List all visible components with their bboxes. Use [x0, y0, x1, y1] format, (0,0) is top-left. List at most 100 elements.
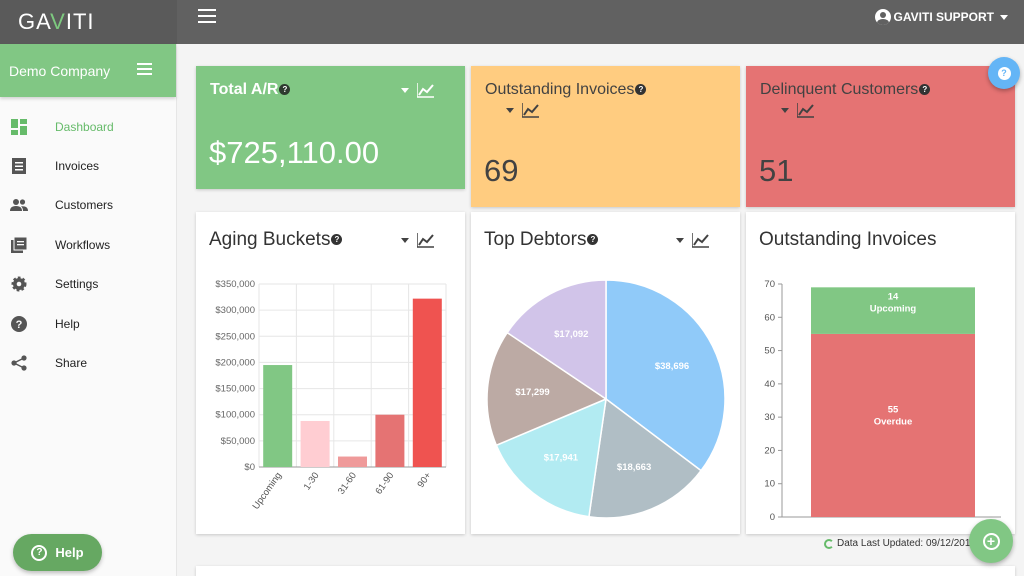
top-debtors-title: Top Debtors?	[484, 229, 599, 251]
help-circle-icon: ?	[31, 544, 48, 561]
refresh-icon[interactable]	[824, 538, 834, 549]
list-icon[interactable]	[137, 63, 152, 75]
outstanding-invoices-card: Outstanding Invoices? 69	[471, 66, 740, 207]
stack-segment-upcoming	[811, 287, 975, 334]
info-icon[interactable]: ?	[919, 84, 931, 96]
card-tools	[676, 233, 710, 248]
outstanding-invoices-value: 69	[484, 153, 519, 188]
delinquent-customers-card: Delinquent Customers? 51	[746, 66, 1015, 207]
y-tick-label: $0	[244, 462, 255, 473]
trend-chart-icon[interactable]	[522, 103, 540, 118]
info-icon[interactable]: ?	[587, 234, 599, 246]
y-tick-label: 0	[770, 512, 775, 523]
menu-icon[interactable]	[198, 9, 216, 23]
y-tick-label: $300,000	[215, 305, 255, 316]
next-card	[196, 566, 1015, 576]
pie-slice	[506, 279, 607, 401]
outstanding-invoices-chart-title: Outstanding Invoices	[759, 229, 937, 250]
card-tools	[506, 103, 540, 118]
y-tick-label: $150,000	[215, 384, 255, 395]
bar-90+	[412, 298, 442, 467]
trend-chart-icon[interactable]	[797, 103, 815, 118]
add-fab-button[interactable]: +	[969, 519, 1013, 563]
pie-label: $18,663	[617, 462, 651, 473]
customers-icon	[10, 196, 28, 214]
x-tick-label: 90+	[415, 470, 434, 490]
brand-zone: GAVITI	[0, 0, 177, 44]
help-float-button[interactable]: ?	[988, 57, 1020, 89]
sidebar-item-invoices[interactable]: Invoices	[0, 146, 176, 185]
sidebar-item-help[interactable]: ? Help	[0, 304, 176, 343]
delinquent-customers-title: Delinquent Customers?	[760, 81, 931, 99]
dropdown-caret-icon[interactable]	[781, 108, 789, 113]
dropdown-caret-icon[interactable]	[676, 238, 684, 243]
card-tools	[401, 83, 435, 98]
top-debtors-chart[interactable]: $38,696 $18,663 $17,941 $17,299 $17,092	[471, 212, 740, 534]
y-tick-label: $200,000	[215, 357, 255, 368]
aging-buckets-chart[interactable]: $0 $50,000 $100,000 $150,000 $200,000 $250,00…	[196, 212, 465, 534]
pie-label: $17,299	[515, 387, 549, 398]
y-tick-label: 40	[764, 379, 775, 390]
bar-Upcoming	[263, 365, 293, 467]
company-selector[interactable]: Demo Company	[0, 44, 176, 97]
aging-buckets-title: Aging Buckets?	[209, 229, 343, 251]
sidebar-item-workflows[interactable]: Workflows	[0, 225, 176, 264]
pie-slice	[605, 279, 726, 472]
chevron-down-icon	[1000, 14, 1008, 20]
sidebar: Demo Company Dashboard Invoices Customer…	[0, 44, 177, 576]
sidebar-nav: Dashboard Invoices Customers Workflows S…	[0, 107, 176, 383]
account-circle-icon	[874, 9, 891, 25]
pie-slice	[495, 397, 607, 518]
card-tools	[781, 103, 815, 118]
top-debtors-card: Top Debtors? $38,696 $18,663 $17,941 $17,29…	[471, 212, 740, 534]
y-tick-label: $50,000	[221, 436, 255, 447]
sidebar-item-settings[interactable]: Settings	[0, 265, 176, 304]
info-icon[interactable]: ?	[279, 84, 291, 96]
pie-label: $17,941	[544, 452, 579, 463]
bar-61-90	[375, 414, 405, 467]
total-ar-card: Total A/R? $725,110.00	[196, 66, 465, 189]
user-name: GAVITI SUPPORT	[893, 10, 994, 24]
stack-segment-overdue	[811, 333, 975, 517]
pie-slice	[486, 331, 608, 447]
y-tick-label: 10	[764, 479, 775, 490]
invoices-icon	[10, 157, 28, 175]
pie-slice	[588, 397, 703, 519]
data-last-updated: Data Last Updated: 09/12/201	[824, 538, 970, 549]
dropdown-caret-icon[interactable]	[401, 238, 409, 243]
outstanding-invoices-chart-card: Outstanding Invoices 0 10 20 30 40 50 60 70 55 Ov…	[746, 212, 1015, 534]
share-icon	[10, 354, 28, 372]
card-tools	[401, 233, 435, 248]
y-tick-label: 50	[764, 346, 775, 357]
pie-label: $17,092	[554, 329, 588, 340]
help-icon: ?	[10, 315, 28, 333]
company-name: Demo Company	[9, 62, 111, 79]
y-tick-label: $350,000	[215, 279, 255, 290]
bar-31-60	[338, 456, 367, 467]
sidebar-item-customers[interactable]: Customers	[0, 186, 176, 225]
trend-chart-icon[interactable]	[692, 233, 710, 248]
gaviti-logo[interactable]: GAVITI	[18, 9, 95, 34]
trend-chart-icon[interactable]	[417, 233, 435, 248]
pie-label: $38,696	[655, 361, 689, 372]
stack-value-label: 14	[888, 291, 899, 302]
delinquent-customers-value: 51	[759, 153, 794, 188]
dashboard-icon	[10, 118, 28, 136]
top-bar: GAVITI GAVITI SUPPORT	[0, 0, 1024, 44]
stack-value-label: 55	[888, 404, 899, 415]
sidebar-item-share[interactable]: Share	[0, 343, 176, 382]
stack-name-label: Overdue	[874, 416, 913, 427]
info-icon[interactable]: ?	[635, 84, 647, 96]
stack-name-label: Upcoming	[870, 303, 917, 314]
total-ar-title: Total A/R?	[210, 81, 291, 99]
help-button[interactable]: ? Help	[13, 534, 102, 571]
user-menu[interactable]: GAVITI SUPPORT	[874, 9, 1008, 25]
dropdown-caret-icon[interactable]	[506, 108, 514, 113]
sidebar-item-dashboard[interactable]: Dashboard	[0, 107, 176, 146]
trend-chart-icon[interactable]	[417, 83, 435, 98]
y-tick-label: $100,000	[215, 410, 255, 421]
x-tick-label: Upcoming	[251, 470, 285, 511]
info-icon[interactable]: ?	[331, 234, 343, 246]
dropdown-caret-icon[interactable]	[401, 88, 409, 93]
